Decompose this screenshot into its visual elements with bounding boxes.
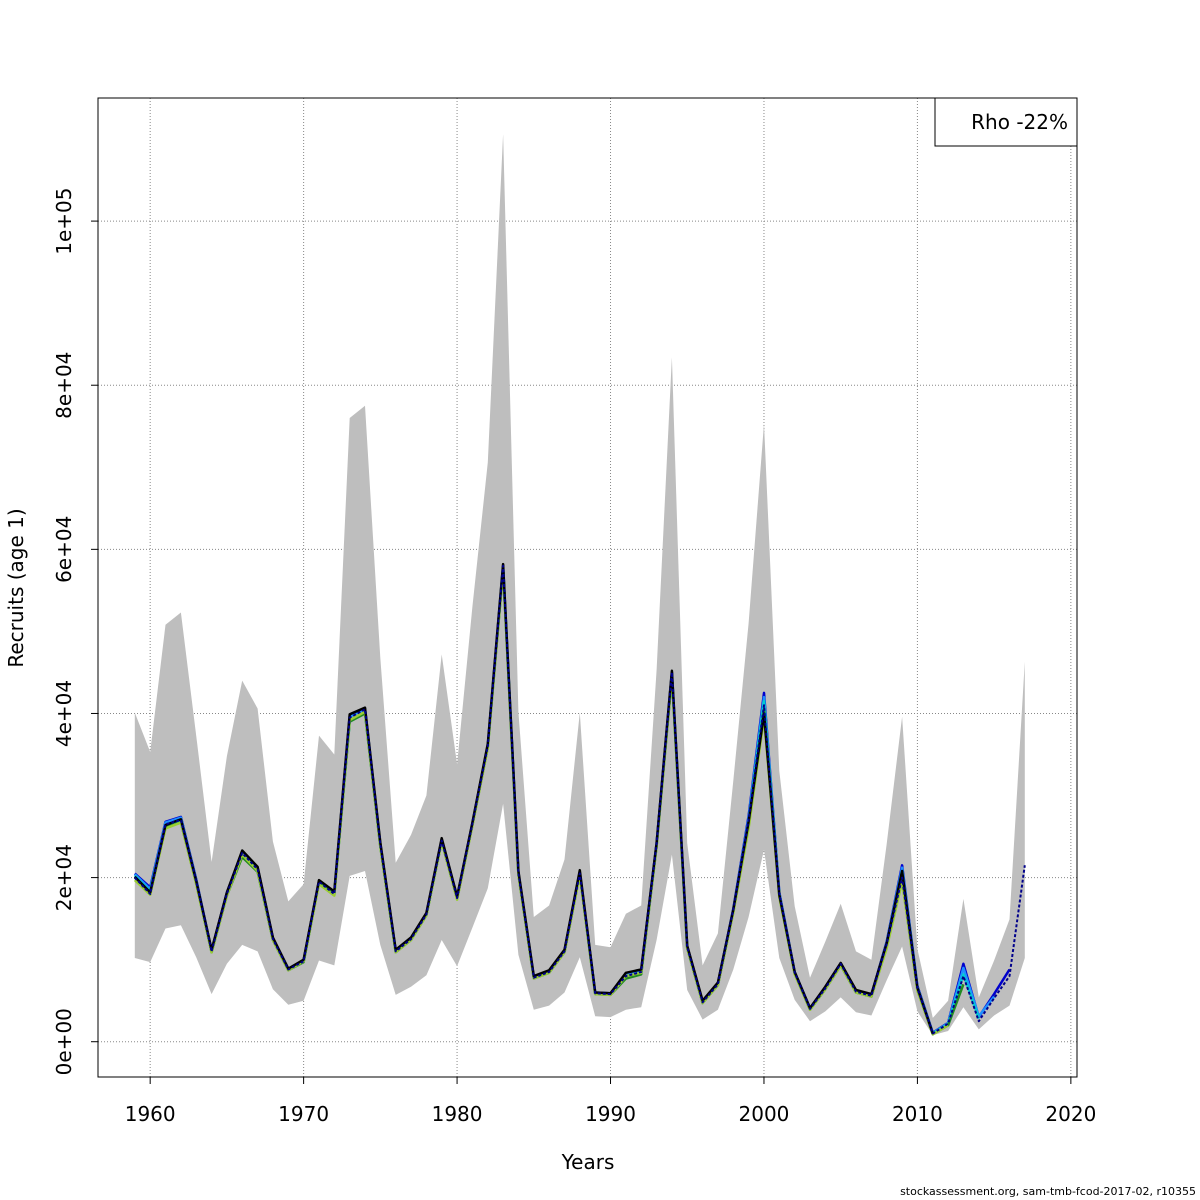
y-tick-label: 1e+05 xyxy=(52,187,76,254)
x-tick-label: 1960 xyxy=(125,1102,176,1126)
legend-box xyxy=(934,97,1078,147)
series-layer xyxy=(133,562,1026,1036)
legend-rho-text: Rho -22% xyxy=(971,110,1068,134)
series-line-peel-0 xyxy=(134,564,1026,1035)
x-tick-label: 1970 xyxy=(278,1102,329,1126)
x-axis-title: Years xyxy=(561,1150,615,1174)
grid xyxy=(98,98,1077,1077)
legend: Rho -22% xyxy=(934,97,1078,147)
y-tick-label: 8e+04 xyxy=(52,352,76,419)
y-tick-label: 0e+00 xyxy=(52,1008,76,1075)
y-axis-title: Recruits (age 1) xyxy=(4,508,28,667)
y-tick-label: 6e+04 xyxy=(52,516,76,583)
x-tick-label: 2000 xyxy=(739,1102,790,1126)
x-tick-label: 2010 xyxy=(892,1102,943,1126)
y-tick-label: 2e+04 xyxy=(52,844,76,911)
x-axis: 1960 1970 1980 1990 2000 2010 2020 xyxy=(125,1076,1096,1126)
confidence-band-layer xyxy=(134,134,1025,1036)
x-tick-label: 2020 xyxy=(1045,1102,1096,1126)
confidence-band xyxy=(134,134,1025,1036)
footer-credit: stockassessment.org, sam-tmb-fcod-2017-0… xyxy=(900,1185,1196,1198)
x-tick-label: 1980 xyxy=(432,1102,483,1126)
x-tick-label: 1990 xyxy=(585,1102,636,1126)
y-axis: 0e+00 2e+04 4e+04 6e+04 8e+04 1e+05 xyxy=(52,187,99,1075)
y-tick-label: 4e+04 xyxy=(52,680,76,747)
